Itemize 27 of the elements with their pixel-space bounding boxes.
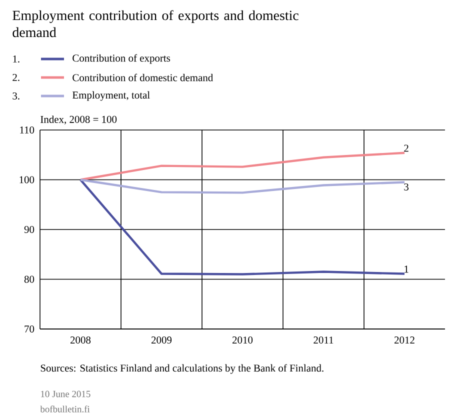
annotation: 2 xyxy=(404,144,408,152)
line-series xyxy=(79,178,406,276)
line-series xyxy=(79,152,406,181)
source-note: Sources: Statistics Finland and calculations by the Bank of Finland. xyxy=(40,364,324,374)
y-tick-label: 100 xyxy=(20,176,34,184)
x-tick-label: 2010 xyxy=(232,336,253,344)
y-tick-label: 110 xyxy=(20,126,34,134)
legend-label: Contribution of exports xyxy=(72,54,170,64)
y-tick-label: 90 xyxy=(24,226,34,234)
legend-label: Employment, total xyxy=(72,91,150,101)
text: 2. xyxy=(12,74,20,82)
text: 1. xyxy=(13,55,20,63)
y-tick-label: 70 xyxy=(24,325,34,333)
chart-title: Employment contribution of exports and domestic demand xyxy=(12,10,298,38)
x-tick-label: 2008 xyxy=(70,336,91,344)
annotation: 3 xyxy=(404,183,409,190)
line-series xyxy=(79,178,406,194)
annotation: 1 xyxy=(404,266,408,273)
y-tick-label: 80 xyxy=(24,276,34,283)
x-tick-label: 2012 xyxy=(394,336,414,344)
x-tick-label: 2009 xyxy=(152,336,172,344)
legend-label: Contribution of domestic demand xyxy=(72,74,213,82)
y-axis-title: Index, 2008 = 100 xyxy=(40,116,117,124)
text: 10 June 2015 xyxy=(41,390,90,398)
x-tick-label: 2011 xyxy=(314,336,334,344)
text: bofbulletin.fi xyxy=(40,406,90,412)
text: 3. xyxy=(12,92,20,100)
